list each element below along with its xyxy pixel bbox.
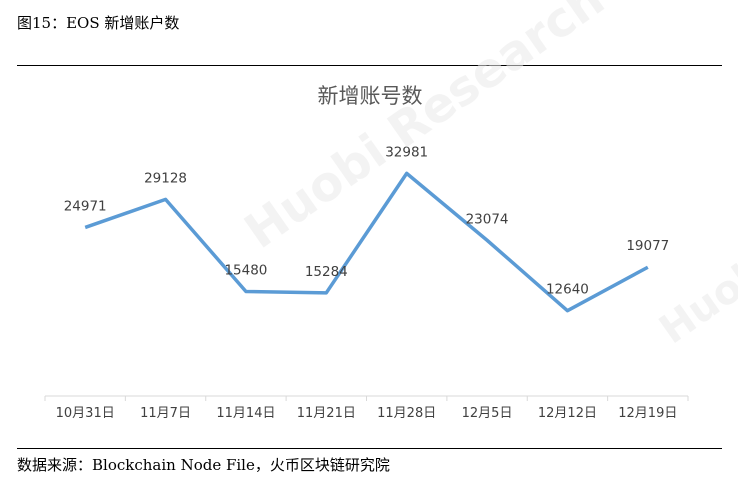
data-label: 32981 <box>385 144 428 160</box>
figure-caption: 图15：EOS 新增账户数 <box>17 14 180 32</box>
data-label: 15480 <box>224 263 267 279</box>
data-label: 12640 <box>546 282 589 298</box>
x-tick-label: 11月28日 <box>377 406 436 421</box>
x-tick-label: 12月12日 <box>538 406 597 421</box>
x-axis-labels: 10月31日 11月7日 11月14日 11月21日 11月28日 12月5日 12月12日… <box>56 406 678 421</box>
x-tick-label: 10月31日 <box>56 406 115 421</box>
x-tick-label: 12月5日 <box>462 406 513 421</box>
bottom-rule <box>17 448 722 449</box>
data-label: 15284 <box>305 264 348 280</box>
data-label: 24971 <box>64 198 107 214</box>
top-rule <box>17 65 722 66</box>
x-tick-label: 12月19日 <box>618 406 677 421</box>
chart-svg: 新增账号数 10月31日 11月7日 11月14日 11月21日 11月28日 12月5日… <box>44 84 689 421</box>
chart-area: 新增账号数 10月31日 11月7日 11月14日 11月21日 11月28日 12月5日… <box>0 66 738 446</box>
x-tick-label: 11月21日 <box>297 406 356 421</box>
source-note: 数据来源：Blockchain Node File，火币区块链研究院 <box>17 456 390 474</box>
data-labels: 24971 29128 15480 15284 32981 23074 12640 19077 <box>64 144 670 297</box>
x-tick-label: 11月14日 <box>216 406 275 421</box>
x-axis-ticks <box>44 396 689 401</box>
series-line <box>84 171 649 313</box>
data-label: 23074 <box>466 211 509 227</box>
chart-title: 新增账号数 <box>318 84 423 108</box>
x-tick-label: 11月7日 <box>140 406 191 421</box>
data-label: 19077 <box>626 238 669 254</box>
data-label: 29128 <box>144 170 187 186</box>
